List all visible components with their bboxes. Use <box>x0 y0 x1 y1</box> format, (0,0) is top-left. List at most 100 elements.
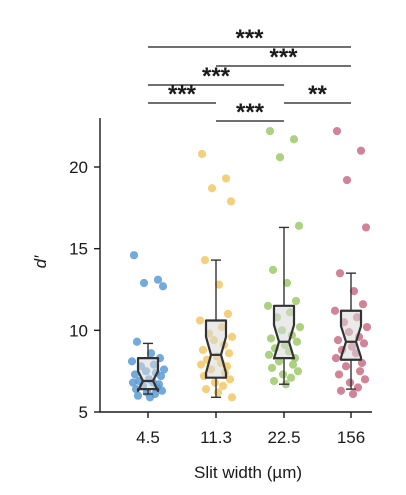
data-point <box>357 358 367 368</box>
data-point <box>214 280 224 289</box>
data-point <box>221 174 231 183</box>
data-point <box>157 386 167 395</box>
data-point <box>330 306 340 315</box>
y-tick-label: 20 <box>69 158 88 177</box>
data-point <box>268 265 278 274</box>
data-point <box>336 386 346 395</box>
significance-bracket: *** <box>216 99 284 126</box>
data-point <box>153 275 163 284</box>
data-point <box>207 184 217 193</box>
data-points <box>127 126 372 402</box>
data-point <box>213 388 223 397</box>
box-body <box>204 319 228 379</box>
data-point <box>355 367 365 376</box>
data-point <box>201 385 211 394</box>
data-point <box>127 357 137 366</box>
data-point <box>348 389 358 399</box>
data-point <box>289 135 299 144</box>
significance-label: *** <box>202 63 231 90</box>
data-point <box>146 349 156 358</box>
data-point <box>223 309 233 319</box>
data-point <box>353 383 363 392</box>
data-point <box>145 393 155 402</box>
significance-bracket: ** <box>284 81 351 108</box>
data-point <box>331 354 341 363</box>
data-point <box>128 378 138 387</box>
significance-label: *** <box>235 25 264 52</box>
box-body <box>272 304 296 360</box>
data-point <box>159 365 169 374</box>
data-point <box>224 349 234 358</box>
significance-brackets: ***************** <box>148 25 351 126</box>
data-point <box>356 146 366 155</box>
data-point <box>225 375 235 384</box>
significance-label: *** <box>269 44 298 71</box>
data-point <box>295 322 305 332</box>
data-point <box>139 278 149 288</box>
data-point <box>129 251 139 260</box>
boxplot-4.5 <box>136 342 160 395</box>
significance-label: ** <box>308 81 327 108</box>
data-point <box>218 381 228 390</box>
data-point <box>227 393 237 402</box>
boxplot-22.5 <box>272 226 296 385</box>
data-point <box>345 378 355 387</box>
data-point <box>334 370 344 379</box>
y-axis-title: d′ <box>31 255 50 268</box>
data-point <box>195 316 205 325</box>
boxplots <box>136 226 363 398</box>
data-point <box>210 378 220 387</box>
data-point <box>275 153 285 162</box>
data-point <box>362 322 372 332</box>
data-point <box>332 126 342 136</box>
data-point <box>158 282 168 291</box>
significance-bracket: *** <box>216 44 351 71</box>
box-body <box>339 309 363 361</box>
box-body <box>136 357 160 392</box>
data-point <box>197 149 207 159</box>
data-point <box>133 391 143 400</box>
y-tick-label: 5 <box>79 403 88 422</box>
boxplot-11.3 <box>204 259 228 398</box>
data-point <box>200 256 210 265</box>
data-point <box>226 197 236 206</box>
data-point <box>292 337 302 346</box>
data-point <box>130 370 140 379</box>
data-point <box>361 223 371 232</box>
data-point <box>333 336 343 345</box>
data-point <box>265 126 275 136</box>
data-point <box>263 301 273 310</box>
data-point <box>274 357 284 366</box>
data-point <box>286 373 296 382</box>
significance-label: *** <box>236 99 265 126</box>
y-tick-label: 15 <box>69 240 88 259</box>
data-point <box>196 360 206 369</box>
data-point <box>269 376 279 386</box>
boxplot-156 <box>339 272 363 390</box>
significance-bracket: *** <box>148 63 284 90</box>
axes: 5 10 15 20 4.5 11.3 22.5 156 <box>69 118 372 447</box>
data-point <box>227 332 237 341</box>
data-point <box>264 350 274 359</box>
data-point <box>349 287 359 296</box>
data-point <box>341 362 351 371</box>
data-point <box>132 337 142 346</box>
x-tick-label: 4.5 <box>136 428 160 447</box>
data-point <box>335 269 345 278</box>
data-point <box>291 296 301 306</box>
significance-bracket: *** <box>148 25 351 52</box>
data-point <box>293 367 303 376</box>
y-tick-label: 10 <box>69 321 88 340</box>
data-point <box>342 175 352 185</box>
x-axis-title: Slit width (µm) <box>194 463 302 482</box>
x-tick-label: 22.5 <box>267 428 300 447</box>
data-point <box>360 375 370 384</box>
significance-bracket: *** <box>148 81 216 108</box>
significance-label: *** <box>168 81 197 108</box>
data-point <box>267 363 277 372</box>
data-point <box>156 371 166 381</box>
data-point <box>198 345 208 355</box>
data-point <box>288 360 298 369</box>
data-point <box>278 370 288 379</box>
